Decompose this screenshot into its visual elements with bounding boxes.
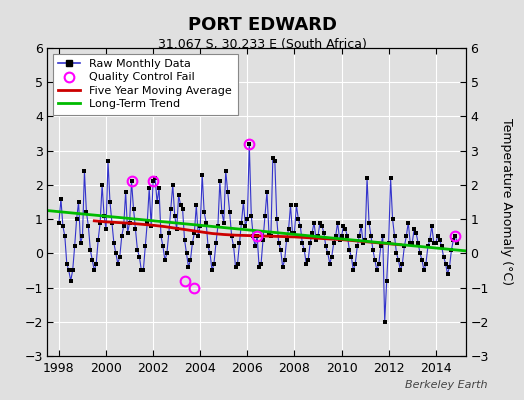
Text: Berkeley Earth: Berkeley Earth	[405, 380, 487, 390]
Text: PORT EDWARD: PORT EDWARD	[188, 16, 336, 34]
Text: 31.067 S, 30.233 E (South Africa): 31.067 S, 30.233 E (South Africa)	[158, 38, 366, 51]
Y-axis label: Temperature Anomaly (°C): Temperature Anomaly (°C)	[500, 118, 513, 286]
Legend: Raw Monthly Data, Quality Control Fail, Five Year Moving Average, Long-Term Tren: Raw Monthly Data, Quality Control Fail, …	[53, 54, 238, 115]
